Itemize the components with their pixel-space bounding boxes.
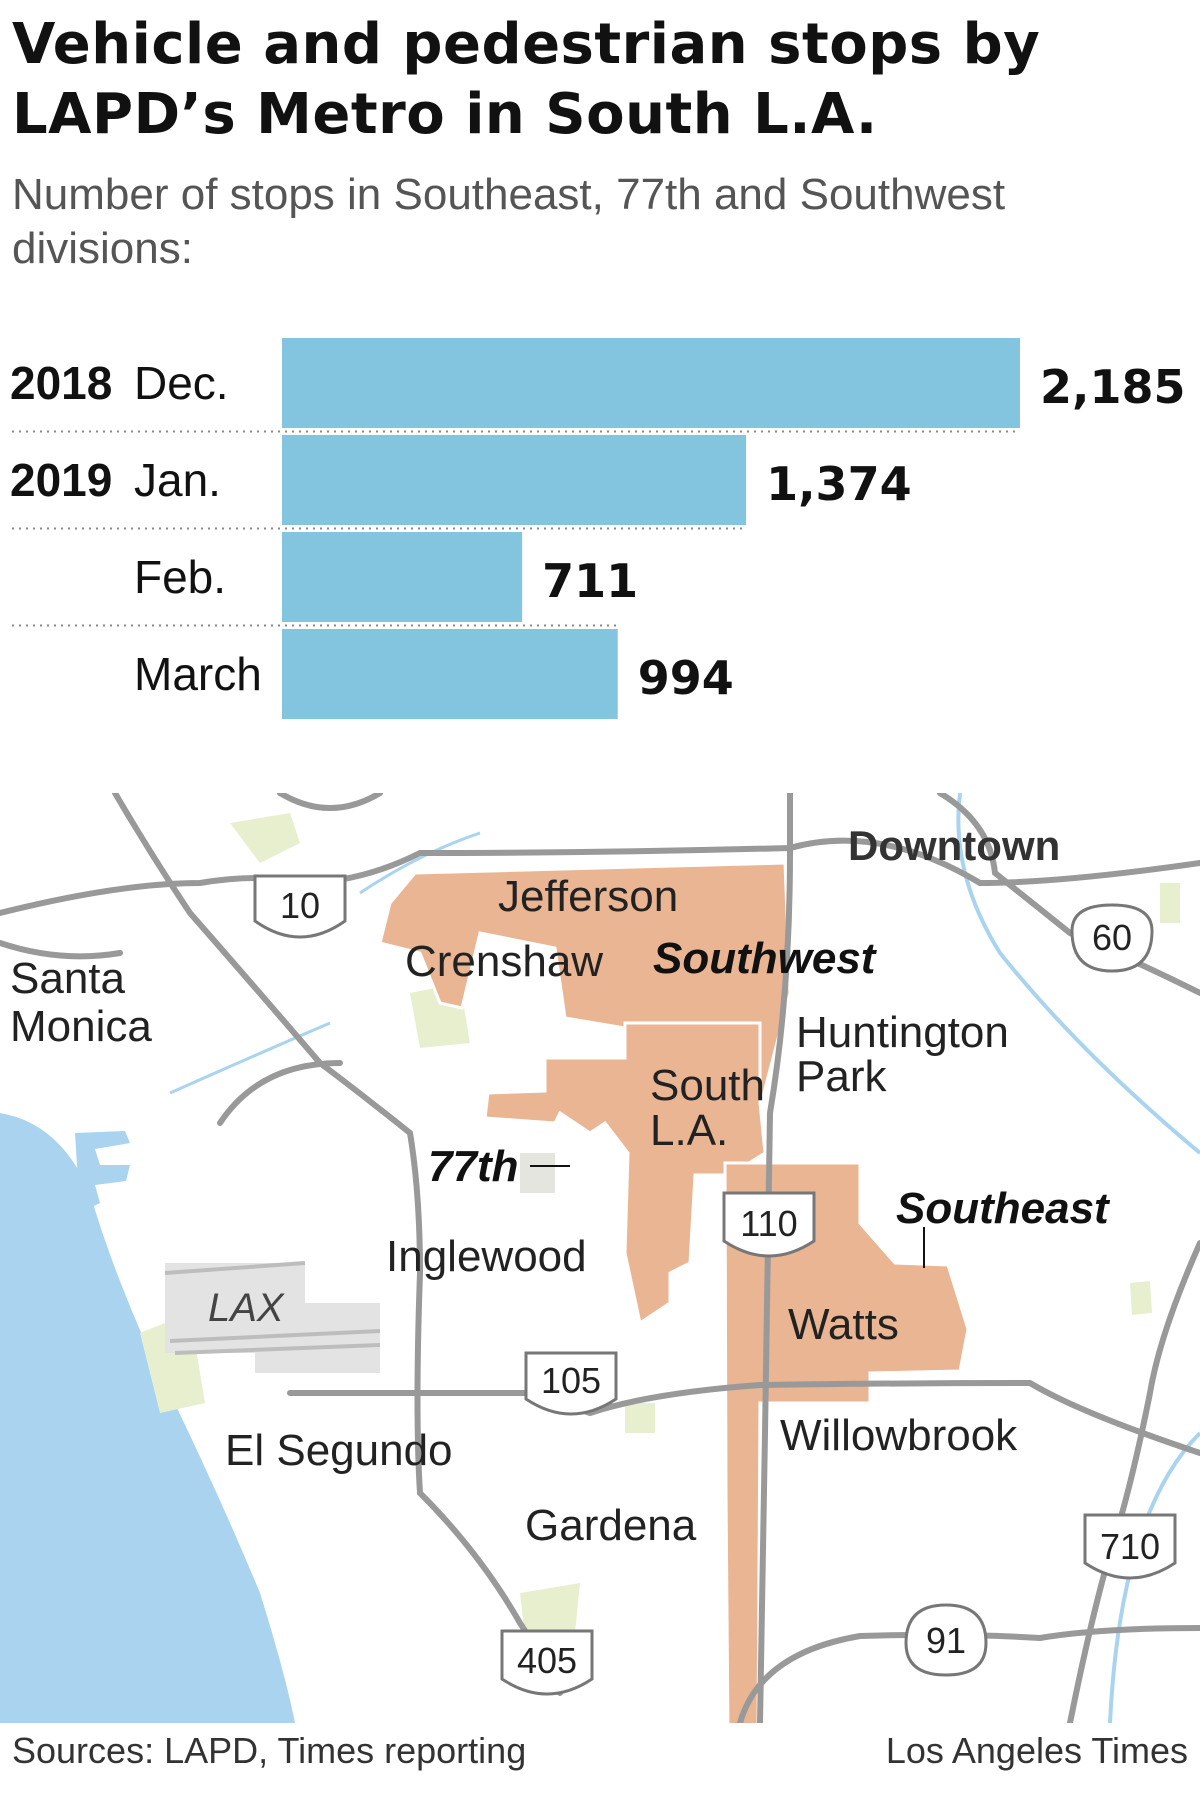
map-label-downtown: Downtown bbox=[848, 822, 1060, 869]
shield-label: 110 bbox=[740, 1203, 797, 1244]
southeast-division-shape bbox=[723, 1161, 970, 1723]
value-label: 711 bbox=[542, 554, 638, 608]
value-label: 994 bbox=[638, 651, 734, 705]
bar-chart: 2018 Dec. 2,185 2019 Jan. 1,374 Feb. 711 March 99… bbox=[10, 338, 1186, 719]
park-shape bbox=[625, 1403, 655, 1433]
map-label-santa-monica-line2: Monica bbox=[10, 1002, 152, 1051]
map-label-gardena: Gardena bbox=[525, 1501, 697, 1550]
shield-label: 91 bbox=[926, 1620, 966, 1661]
map-label-jefferson: Jefferson bbox=[498, 872, 678, 921]
park-shape bbox=[1130, 1281, 1152, 1315]
ocean-shape bbox=[0, 1113, 295, 1723]
bar-dec bbox=[282, 338, 1020, 428]
bar-jan bbox=[282, 435, 747, 525]
category-label: Feb. bbox=[134, 551, 226, 603]
lax-airport-shape bbox=[164, 1261, 381, 1373]
river-line bbox=[359, 831, 481, 895]
chart-title: Vehicle and pedestrian stops by LAPD’s M… bbox=[12, 12, 1041, 147]
map-label-huntington-park-line2: Park bbox=[796, 1052, 887, 1101]
map-label-el-segundo: El Segundo bbox=[225, 1426, 453, 1475]
value-label: 2,185 bbox=[1040, 360, 1186, 414]
interstate-405-shield: 405 bbox=[500, 1629, 594, 1696]
publisher-credit: Los Angeles Times bbox=[885, 1730, 1188, 1771]
map-label-santa-monica-line1: Santa bbox=[10, 954, 126, 1003]
map-label-lax: LAX bbox=[208, 1286, 285, 1330]
interstate-105-shield: 105 bbox=[524, 1351, 618, 1416]
map-label-southwest-division: Southwest bbox=[653, 934, 878, 983]
year-label: 2019 bbox=[10, 454, 112, 506]
park-shape bbox=[1160, 883, 1180, 923]
category-label: March bbox=[134, 648, 262, 700]
road-network bbox=[0, 793, 1200, 1723]
category-label: Dec. bbox=[134, 357, 229, 409]
map-label-huntington-park-line1: Huntington bbox=[796, 1008, 1009, 1057]
interstate-710-shield: 710 bbox=[1083, 1513, 1177, 1580]
river-line bbox=[169, 1021, 331, 1095]
state-route-60-shield: 60 bbox=[1070, 903, 1154, 973]
shield-label: 710 bbox=[1100, 1526, 1160, 1567]
park-shape bbox=[520, 1583, 580, 1638]
river-line bbox=[956, 793, 1200, 1155]
bar-feb bbox=[282, 532, 523, 622]
source-note: Sources: LAPD, Times reporting bbox=[12, 1730, 527, 1771]
south-la-map: 10 60 110 105 710 91 405 Downtown Jeffer… bbox=[0, 793, 1200, 1723]
map-label-southeast-division: Southeast bbox=[896, 1184, 1111, 1233]
shield-label: 405 bbox=[517, 1640, 577, 1681]
category-label: Jan. bbox=[134, 454, 221, 506]
map-label-south-la-line1: South bbox=[650, 1061, 765, 1110]
shield-label: 60 bbox=[1092, 917, 1132, 958]
park-shape bbox=[230, 813, 300, 863]
map-label-inglewood: Inglewood bbox=[386, 1232, 587, 1281]
map-label-crenshaw: Crenshaw bbox=[405, 937, 603, 986]
map-label-77th-division: 77th bbox=[428, 1142, 518, 1191]
interstate-10-shield: 10 bbox=[253, 874, 347, 939]
shield-label: 105 bbox=[541, 1360, 601, 1401]
state-route-91-shield: 91 bbox=[904, 1603, 988, 1677]
interstate-110-shield: 110 bbox=[722, 1191, 816, 1258]
chart-subtitle: Number of stops in Southeast, 77th and S… bbox=[12, 170, 1006, 273]
marina-shape bbox=[75, 1131, 130, 1213]
park-shape bbox=[520, 1153, 555, 1193]
year-label: 2018 bbox=[10, 357, 112, 409]
map-label-watts: Watts bbox=[788, 1300, 899, 1349]
value-label: 1,374 bbox=[766, 457, 912, 511]
map-label-willowbrook: Willowbrook bbox=[780, 1411, 1018, 1460]
shield-label: 10 bbox=[280, 885, 320, 926]
map-label-south-la-line2: L.A. bbox=[650, 1106, 728, 1155]
bar-march bbox=[282, 629, 618, 719]
